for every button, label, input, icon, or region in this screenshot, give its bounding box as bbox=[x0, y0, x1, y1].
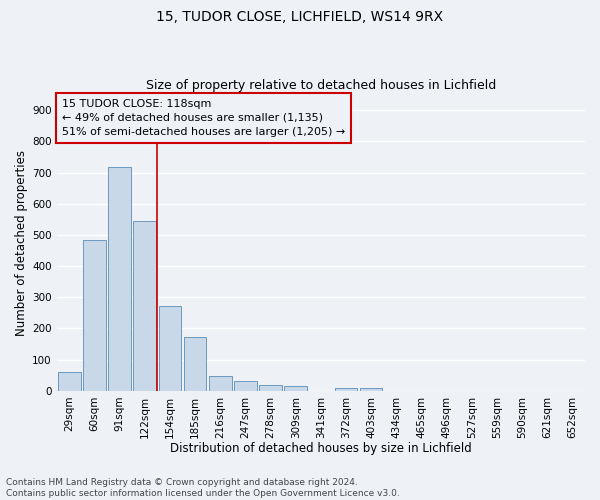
Bar bbox=[83, 240, 106, 391]
Bar bbox=[58, 372, 80, 391]
Bar bbox=[284, 386, 307, 391]
Bar bbox=[335, 388, 358, 391]
X-axis label: Distribution of detached houses by size in Lichfield: Distribution of detached houses by size … bbox=[170, 442, 472, 455]
Bar bbox=[234, 380, 257, 391]
Bar bbox=[184, 337, 206, 391]
Text: Contains HM Land Registry data © Crown copyright and database right 2024.
Contai: Contains HM Land Registry data © Crown c… bbox=[6, 478, 400, 498]
Title: Size of property relative to detached houses in Lichfield: Size of property relative to detached ho… bbox=[146, 79, 496, 92]
Bar bbox=[133, 222, 156, 391]
Text: 15 TUDOR CLOSE: 118sqm
← 49% of detached houses are smaller (1,135)
51% of semi-: 15 TUDOR CLOSE: 118sqm ← 49% of detached… bbox=[62, 99, 345, 137]
Bar bbox=[209, 376, 232, 391]
Text: 15, TUDOR CLOSE, LICHFIELD, WS14 9RX: 15, TUDOR CLOSE, LICHFIELD, WS14 9RX bbox=[157, 10, 443, 24]
Bar bbox=[259, 384, 282, 391]
Bar bbox=[108, 167, 131, 391]
Bar bbox=[158, 306, 181, 391]
Y-axis label: Number of detached properties: Number of detached properties bbox=[15, 150, 28, 336]
Bar bbox=[360, 388, 382, 391]
